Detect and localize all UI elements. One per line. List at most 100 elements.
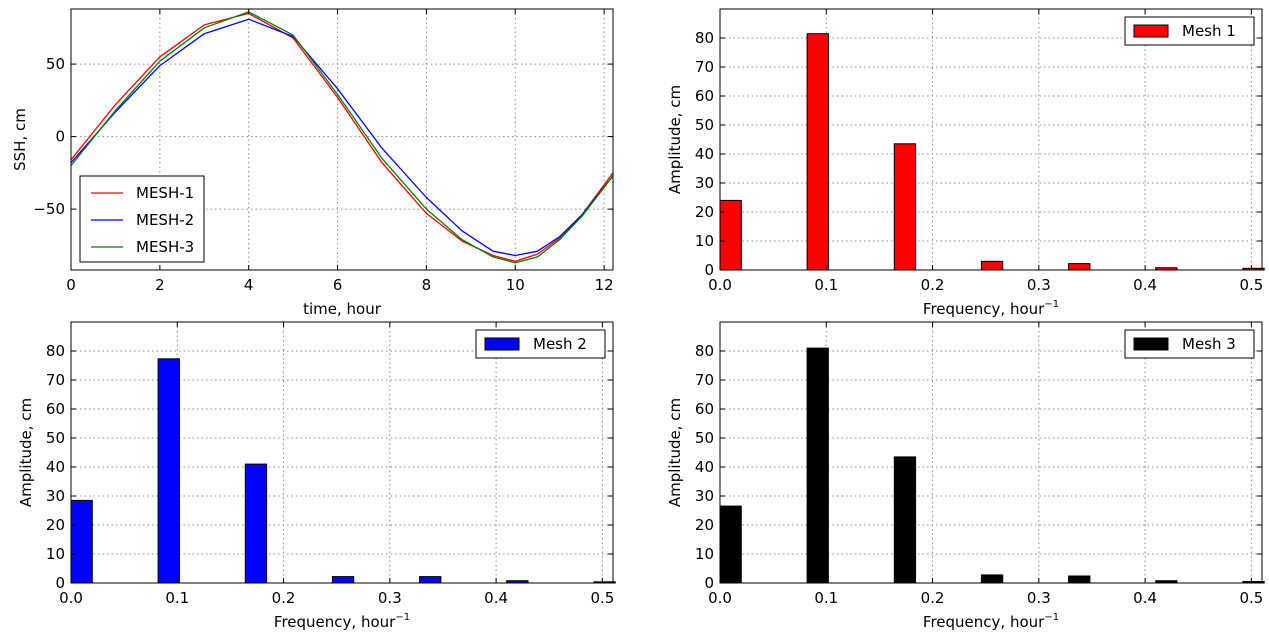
legend-label: Mesh 3 xyxy=(1182,335,1236,353)
x-axis-label-exponent: −1 xyxy=(1044,299,1059,310)
subplot-4: 0.0 0.1 0.2 0.3 0.4 0.5 0 10 20 30 40 50 60 70 80 Frequ… xyxy=(666,321,1265,631)
x-tick-label: 0.4 xyxy=(1133,589,1157,607)
y-tick-label: 0 xyxy=(55,574,65,592)
legend-label: MESH-2 xyxy=(136,211,194,229)
y-tick-label: 10 xyxy=(695,545,714,563)
series-line-1 xyxy=(70,12,614,262)
y-axis-label: Amplitude, cm xyxy=(666,85,684,194)
x-axis-label-text: Frequency, hour xyxy=(923,613,1045,631)
x-tick-label: 6 xyxy=(333,276,343,294)
legend-label: MESH-1 xyxy=(136,184,194,202)
y-tick-label: 70 xyxy=(46,371,65,389)
legend: MESH-1 MESH-2 MESH-3 xyxy=(79,175,205,263)
y-tick-label: 50 xyxy=(46,429,65,447)
bar xyxy=(1068,263,1091,271)
legend-box xyxy=(79,175,205,263)
x-axis-label: Frequency, hour−1 xyxy=(923,612,1059,631)
y-tick-label: 70 xyxy=(695,58,714,76)
x-tick-label: 0.5 xyxy=(1239,589,1263,607)
bar xyxy=(980,260,1004,271)
x-tick-label: 0.3 xyxy=(1027,276,1051,294)
y-tick-label: 30 xyxy=(695,174,714,192)
bar xyxy=(980,574,1004,584)
axes-frame xyxy=(719,321,1263,584)
x-tick-label: 8 xyxy=(422,276,432,294)
x-tick-label: 2 xyxy=(155,276,165,294)
axes-frame xyxy=(70,8,614,271)
x-tick-label: 0.5 xyxy=(590,589,614,607)
legend-swatch xyxy=(1133,24,1169,38)
legend-label: Mesh 1 xyxy=(1182,22,1236,40)
x-tick-label: 0.1 xyxy=(165,589,189,607)
y-tick-label: 30 xyxy=(695,487,714,505)
x-tick-label: 0.0 xyxy=(59,589,83,607)
x-tick-label: 0.3 xyxy=(1027,589,1051,607)
y-tick-label: 50 xyxy=(695,116,714,134)
y-tick-label: 80 xyxy=(46,342,65,360)
x-axis-label: Frequency, hour−1 xyxy=(923,299,1059,318)
y-tick-label: 10 xyxy=(695,232,714,250)
bar xyxy=(893,456,917,584)
x-tick-label: 0.4 xyxy=(1133,276,1157,294)
bar xyxy=(806,347,829,584)
legend-swatch xyxy=(484,337,520,351)
x-axis-label-exponent: −1 xyxy=(395,612,410,623)
y-tick-label: 0 xyxy=(55,128,65,146)
x-tick-label: 0.5 xyxy=(1239,276,1263,294)
y-tick-label: 30 xyxy=(46,487,65,505)
axes-frame xyxy=(70,321,614,584)
bar xyxy=(419,576,442,584)
x-tick-label: 10 xyxy=(506,276,525,294)
bar xyxy=(157,358,180,584)
x-tick-label: 0.2 xyxy=(272,589,296,607)
legend: Mesh 1 xyxy=(1124,16,1255,46)
y-tick-label: 40 xyxy=(695,458,714,476)
y-tick-label: 10 xyxy=(46,545,65,563)
x-tick-label: 0 xyxy=(66,276,76,294)
y-tick-label: 0 xyxy=(704,261,714,279)
y-tick-label: 40 xyxy=(695,145,714,163)
x-tick-label: 0.1 xyxy=(814,589,838,607)
legend-label: Mesh 2 xyxy=(533,335,587,353)
legend: Mesh 2 xyxy=(475,329,606,359)
bar xyxy=(70,499,93,584)
y-tick-label: 0 xyxy=(704,574,714,592)
x-axis-label: Frequency, hour−1 xyxy=(274,612,410,631)
bar xyxy=(719,199,742,271)
x-tick-label: 0.1 xyxy=(814,276,838,294)
series-line-3 xyxy=(70,11,614,264)
y-tick-label: 40 xyxy=(46,458,65,476)
y-tick-label: 50 xyxy=(695,429,714,447)
y-tick-label: 20 xyxy=(695,203,714,221)
subplot-3: 0.0 0.1 0.2 0.3 0.4 0.5 0 10 20 30 40 50 60 70 80 Frequ… xyxy=(17,321,616,631)
x-tick-label: 0.4 xyxy=(484,589,508,607)
bar xyxy=(719,505,742,584)
y-tick-label: 80 xyxy=(695,29,714,47)
axes-frame xyxy=(719,8,1263,271)
legend: Mesh 3 xyxy=(1124,329,1255,359)
x-tick-label: 4 xyxy=(244,276,254,294)
bar xyxy=(244,463,268,584)
y-axis-label: Amplitude, cm xyxy=(666,398,684,507)
x-axis-label-text: Frequency, hour xyxy=(923,300,1045,318)
y-tick-label: 80 xyxy=(695,342,714,360)
y-tick-label: 20 xyxy=(46,516,65,534)
y-tick-label: 60 xyxy=(46,400,65,418)
x-tick-label: 0.2 xyxy=(921,589,945,607)
x-tick-label: 12 xyxy=(595,276,614,294)
x-axis-label-exponent: −1 xyxy=(1044,612,1059,623)
legend-label: MESH-3 xyxy=(136,238,194,256)
bar xyxy=(893,143,917,271)
x-axis-label-text: Frequency, hour xyxy=(274,613,396,631)
y-tick-label: 60 xyxy=(695,400,714,418)
x-axis-label-text: time, hour xyxy=(303,300,382,318)
series-line-2 xyxy=(70,18,614,257)
y-tick-label: 70 xyxy=(695,371,714,389)
y-axis-label: Amplitude, cm xyxy=(17,398,35,507)
x-tick-label: 0.3 xyxy=(378,589,402,607)
x-axis-label: time, hour xyxy=(303,300,382,318)
bar xyxy=(806,33,829,271)
subplot-2: 0.0 0.1 0.2 0.3 0.4 0.5 0 10 20 30 40 50 60 70 80 Frequ… xyxy=(666,8,1265,318)
y-tick-label: 20 xyxy=(695,516,714,534)
